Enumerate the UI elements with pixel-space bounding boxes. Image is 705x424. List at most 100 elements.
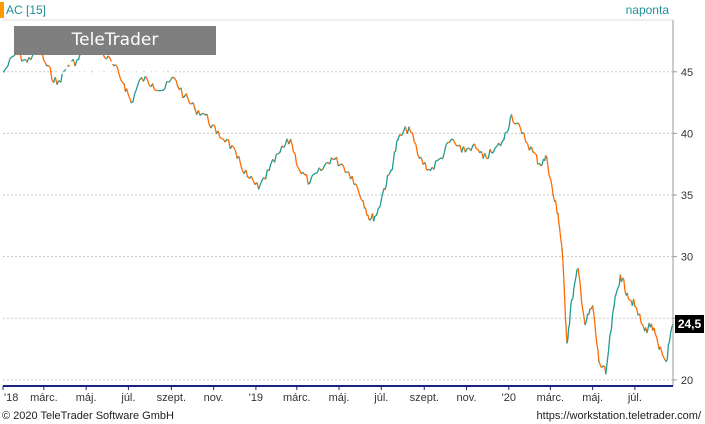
series-segment xyxy=(420,157,424,165)
series-segment xyxy=(523,132,527,142)
series-segment xyxy=(245,169,249,177)
series-segment xyxy=(494,145,498,149)
x-tick-label: máj. xyxy=(329,392,350,404)
x-tick-label: júl. xyxy=(120,392,135,404)
series-segment xyxy=(554,200,558,207)
series-segment xyxy=(130,101,134,104)
series-segment xyxy=(505,130,509,134)
series-segment xyxy=(369,217,372,221)
series-segment xyxy=(571,298,574,301)
series-segment xyxy=(670,326,673,333)
series-segment xyxy=(572,287,575,299)
series-segment xyxy=(388,172,391,176)
series-segment xyxy=(30,55,34,61)
series-segment xyxy=(492,147,496,153)
series-segment xyxy=(213,125,218,134)
series-segment xyxy=(104,57,107,60)
watermark-part1: TeleTrader xyxy=(71,30,159,50)
series-segment xyxy=(270,158,274,165)
series-segment xyxy=(470,145,474,151)
series-segment xyxy=(397,134,401,140)
series-segment xyxy=(293,151,296,154)
series-segment xyxy=(373,215,376,222)
series-segment xyxy=(550,180,553,188)
series-segment xyxy=(240,164,244,171)
series-segment xyxy=(548,174,551,178)
series-segment xyxy=(606,350,610,363)
series-segment xyxy=(562,261,565,278)
series-segment xyxy=(653,327,656,335)
series-segment xyxy=(197,110,201,116)
series-segment xyxy=(166,80,169,83)
legend-color-bar xyxy=(0,2,4,18)
series-segment xyxy=(116,67,120,75)
series-segment xyxy=(60,71,64,83)
series-segment xyxy=(473,143,477,150)
series-segment xyxy=(120,79,124,83)
series-segment xyxy=(549,177,552,182)
series-segment xyxy=(342,166,346,173)
series-segment xyxy=(268,163,272,171)
series-segment xyxy=(294,153,298,165)
x-tick-label: júl. xyxy=(627,392,642,404)
series-segment xyxy=(533,152,536,155)
series-segment xyxy=(62,70,65,73)
series-segment xyxy=(615,289,618,294)
x-tick-label: márc. xyxy=(537,392,565,404)
series-segment xyxy=(169,76,173,81)
series-segment xyxy=(233,146,237,152)
series-segment xyxy=(316,167,320,173)
series-segment xyxy=(313,172,316,175)
watermark-part2: WorkStation xyxy=(55,59,175,79)
series-segment xyxy=(137,79,141,85)
series-segment xyxy=(152,83,156,90)
series-segment xyxy=(311,173,315,177)
series-segment xyxy=(578,276,582,286)
period-label[interactable]: naponta xyxy=(625,3,669,17)
series-segment xyxy=(573,281,576,289)
series-segment xyxy=(577,268,580,277)
series-segment xyxy=(331,157,334,160)
x-tick-label: '18 xyxy=(4,392,18,404)
series-segment xyxy=(391,161,394,171)
series-segment xyxy=(329,157,333,165)
series-segment xyxy=(555,206,558,214)
series-segment xyxy=(537,162,540,165)
series-segment xyxy=(599,364,602,368)
series-segment xyxy=(565,329,568,343)
series-segment xyxy=(43,59,46,63)
series-segment xyxy=(128,96,131,100)
series-segment xyxy=(127,92,130,97)
series-segment xyxy=(666,344,670,360)
series-segment xyxy=(603,365,606,368)
series-segment xyxy=(7,58,11,67)
series-segment xyxy=(540,163,543,167)
series-segment xyxy=(665,359,668,362)
x-axis: '18 márc. máj. júl. szept. nov. '19 márc. máj. jú… xyxy=(2,385,673,404)
series-segment xyxy=(582,308,585,317)
series-segment xyxy=(585,313,589,322)
legend-symbol[interactable]: AC [15] xyxy=(6,3,47,17)
series-segment xyxy=(162,88,166,91)
series-segment xyxy=(315,171,318,174)
series-segment xyxy=(26,57,30,63)
series-segment xyxy=(353,183,357,186)
series-segment xyxy=(567,324,571,329)
x-tick-label: nov. xyxy=(204,392,224,404)
series-segment xyxy=(252,180,256,185)
series-segment xyxy=(564,316,567,331)
series-segment xyxy=(49,67,53,80)
series-segment xyxy=(487,149,491,159)
series-segment xyxy=(199,113,203,116)
series-segment xyxy=(558,221,561,227)
series-segment xyxy=(279,145,283,153)
series-segment xyxy=(605,362,608,374)
footer-url-link[interactable]: https://workstation.teletrader.com/ xyxy=(536,410,701,422)
series-segment xyxy=(283,144,286,148)
x-tick-label: '20 xyxy=(502,392,516,404)
series-segment xyxy=(426,168,429,171)
series-segment xyxy=(512,121,516,125)
series-segment xyxy=(510,114,514,123)
series-segment xyxy=(250,175,254,181)
